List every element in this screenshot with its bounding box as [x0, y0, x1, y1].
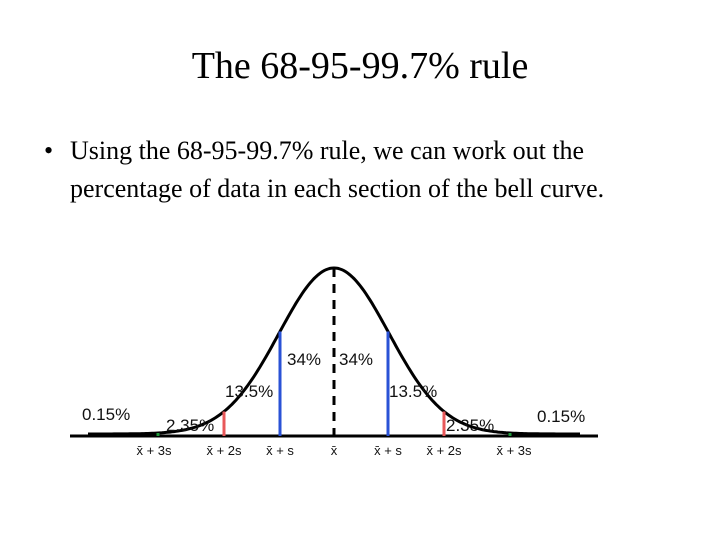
- axis-label-minus3: x̄ + 3s: [136, 443, 172, 458]
- axis-label-mean: x̄: [331, 443, 338, 458]
- pct-tail-left: 2.35%: [166, 416, 214, 435]
- slide-title: The 68-95-99.7% rule: [191, 45, 529, 87]
- bullet-item: Using the 68-95-99.7% rule, we can work …: [44, 132, 684, 208]
- axis-label-plus1: x̄ + s: [374, 443, 402, 458]
- pct-outer-left: 0.15%: [82, 405, 130, 424]
- pct-center-left: 34%: [287, 350, 321, 369]
- axis-label-minus1: x̄ + s: [266, 443, 294, 458]
- bullet-list: Using the 68-95-99.7% rule, we can work …: [44, 132, 684, 208]
- pct-tail-right: 2.35%: [446, 416, 494, 435]
- bell-curve-diagram: 0.15% 2.35% 13.5% 34% 34% 13.5% 2.35% 0.…: [70, 266, 598, 458]
- axis-label-minus2: x̄ + 2s: [206, 443, 242, 458]
- pct-mid-left: 13.5%: [225, 382, 273, 401]
- axis-label-plus2: x̄ + 2s: [426, 443, 462, 458]
- pct-center-right: 34%: [339, 350, 373, 369]
- axis-label-plus3: x̄ + 3s: [496, 443, 532, 458]
- pct-mid-right: 13.5%: [389, 382, 437, 401]
- pct-outer-right: 0.15%: [537, 407, 585, 426]
